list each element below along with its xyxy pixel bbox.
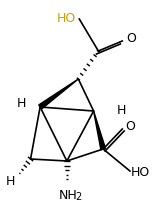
Text: H: H [6, 175, 15, 188]
Text: HO: HO [57, 12, 76, 25]
Text: H: H [16, 97, 26, 110]
Text: O: O [126, 32, 136, 45]
Polygon shape [39, 80, 78, 110]
Text: H: H [117, 104, 126, 117]
Text: HO: HO [131, 166, 150, 179]
Polygon shape [94, 111, 105, 150]
Text: 2: 2 [75, 191, 82, 201]
Text: O: O [125, 120, 135, 133]
Text: NH: NH [59, 188, 78, 201]
